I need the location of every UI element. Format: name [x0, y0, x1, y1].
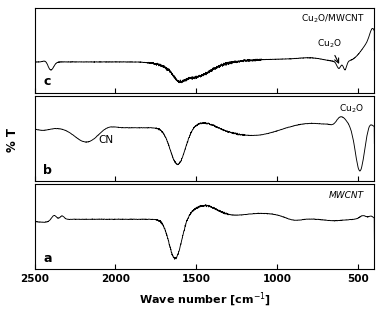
Text: b: b: [43, 164, 52, 177]
Text: Cu$_2$O: Cu$_2$O: [317, 38, 341, 63]
Text: CN: CN: [98, 135, 114, 145]
Text: a: a: [43, 252, 51, 265]
Text: c: c: [43, 75, 50, 88]
Text: MWCNT: MWCNT: [329, 191, 364, 200]
Text: Cu$_2$O: Cu$_2$O: [339, 103, 364, 115]
Text: Wave number [cm$^{-1}$]: Wave number [cm$^{-1}$]: [139, 291, 271, 309]
Text: % T: % T: [6, 128, 19, 152]
Text: Cu$_2$O/MWCNT: Cu$_2$O/MWCNT: [301, 13, 364, 26]
